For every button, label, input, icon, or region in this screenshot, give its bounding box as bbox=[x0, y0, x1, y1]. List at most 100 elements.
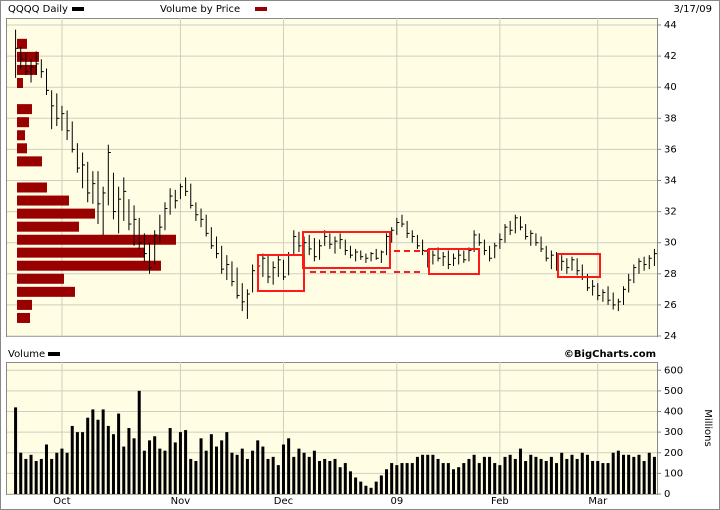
volume-bar bbox=[101, 409, 105, 494]
volume-bar bbox=[343, 463, 347, 494]
volume-bar bbox=[390, 463, 394, 494]
volume-bar bbox=[544, 461, 548, 494]
volume-title: Volume bbox=[8, 349, 45, 360]
volume-bar bbox=[421, 454, 425, 494]
legend-swatch bbox=[255, 7, 267, 11]
volume-bar bbox=[220, 440, 224, 494]
volume-bar bbox=[549, 456, 553, 494]
volume-bar bbox=[65, 452, 69, 494]
volume-bar bbox=[580, 452, 584, 494]
volume-bar bbox=[338, 467, 342, 494]
volume-bar bbox=[462, 463, 466, 494]
x-tick-label: Nov bbox=[171, 496, 191, 507]
highlight-box bbox=[557, 253, 601, 278]
volume-bar bbox=[19, 452, 23, 494]
volume-bar bbox=[436, 458, 440, 494]
legend-swatch bbox=[72, 7, 84, 11]
y-tick-label: 32 bbox=[664, 207, 677, 218]
y-tick-label: 44 bbox=[664, 20, 677, 31]
volume-bar bbox=[173, 442, 177, 494]
volume-bar bbox=[518, 448, 522, 494]
volume-bar bbox=[261, 446, 265, 494]
volume-bar bbox=[271, 456, 275, 494]
volume-bar bbox=[410, 463, 414, 494]
volume-bar bbox=[142, 450, 146, 494]
highlight-box bbox=[428, 248, 480, 275]
volume-bar bbox=[611, 452, 615, 494]
volume-bar bbox=[364, 485, 368, 494]
volume-bar bbox=[312, 450, 316, 494]
volume-bar bbox=[111, 434, 115, 494]
y-tick-label: 38 bbox=[664, 113, 677, 124]
volume-bar bbox=[50, 458, 54, 494]
volume-bar bbox=[251, 450, 255, 494]
volume-bar bbox=[570, 454, 574, 494]
annotations bbox=[257, 231, 601, 292]
volume-bar bbox=[60, 448, 64, 494]
volume-bar bbox=[184, 430, 188, 494]
volume-bar bbox=[359, 481, 363, 494]
volume-bar bbox=[225, 432, 229, 494]
volume-bar bbox=[302, 452, 306, 494]
volume-bar bbox=[245, 458, 249, 494]
y-tick-label: 400 bbox=[664, 407, 683, 418]
volume-bar bbox=[168, 428, 172, 494]
volume-bar bbox=[415, 456, 419, 494]
volume-by-price-bar bbox=[17, 221, 79, 232]
highlight-box bbox=[257, 254, 305, 292]
volume-bar bbox=[81, 432, 85, 494]
volume-by-price-bar bbox=[17, 117, 29, 128]
volume-bar bbox=[106, 425, 110, 494]
y-tick-label: 24 bbox=[664, 331, 677, 342]
y-tick-label: 26 bbox=[664, 300, 677, 311]
volume-bar bbox=[122, 446, 126, 494]
volume-bar bbox=[323, 458, 327, 494]
volume-bar bbox=[596, 461, 600, 494]
volume-by-price-bar bbox=[17, 286, 75, 297]
volume-bar bbox=[70, 425, 74, 494]
y-axis-label: Millions bbox=[702, 409, 713, 446]
volume-by-price-bar bbox=[17, 156, 42, 167]
volume-by-price-bar bbox=[17, 208, 95, 219]
y-tick-label: 42 bbox=[664, 51, 677, 62]
volume-bar bbox=[333, 458, 337, 494]
y-tick-label: 0 bbox=[664, 489, 670, 500]
volume-bar bbox=[446, 463, 450, 494]
volume-bar bbox=[591, 461, 595, 494]
volume-bar bbox=[529, 454, 533, 494]
volume-bar bbox=[318, 461, 322, 494]
y-tick-label: 200 bbox=[664, 448, 683, 459]
volume-bar bbox=[230, 452, 234, 494]
volume-by-price-bar bbox=[17, 38, 27, 49]
volume-bar bbox=[127, 428, 131, 494]
volume-bar bbox=[354, 477, 358, 494]
volume-bar bbox=[328, 461, 332, 494]
volume-bar bbox=[400, 463, 404, 494]
legend-swatch bbox=[48, 352, 60, 356]
volume-bar bbox=[24, 458, 28, 494]
y-tick-label: 34 bbox=[664, 175, 677, 186]
volume-bar bbox=[622, 454, 626, 494]
volume-by-price-bar bbox=[17, 182, 47, 193]
volume-bar bbox=[498, 465, 502, 494]
volume-by-price-bar bbox=[17, 104, 32, 115]
volume-bar bbox=[55, 452, 59, 494]
volume-bar bbox=[457, 467, 461, 494]
volume-bar bbox=[472, 454, 476, 494]
volume-bar bbox=[86, 417, 90, 494]
volume-by-price-bar bbox=[17, 260, 161, 271]
volume-bar bbox=[647, 452, 651, 494]
volume-by-price-bar bbox=[17, 64, 37, 75]
volume-bar bbox=[75, 432, 79, 494]
volume-bar bbox=[575, 458, 579, 494]
overlay-legend: Volume by Price bbox=[160, 4, 240, 15]
volume-by-price-bar bbox=[17, 273, 64, 284]
volume-by-price-bar bbox=[17, 51, 39, 62]
volume-bar bbox=[281, 444, 285, 494]
volume-bar bbox=[585, 454, 589, 494]
volume-bar bbox=[477, 463, 481, 494]
volume-bar bbox=[379, 475, 383, 494]
volume-bar bbox=[441, 463, 445, 494]
volume-bar bbox=[96, 419, 100, 494]
highlight-box bbox=[302, 231, 391, 269]
